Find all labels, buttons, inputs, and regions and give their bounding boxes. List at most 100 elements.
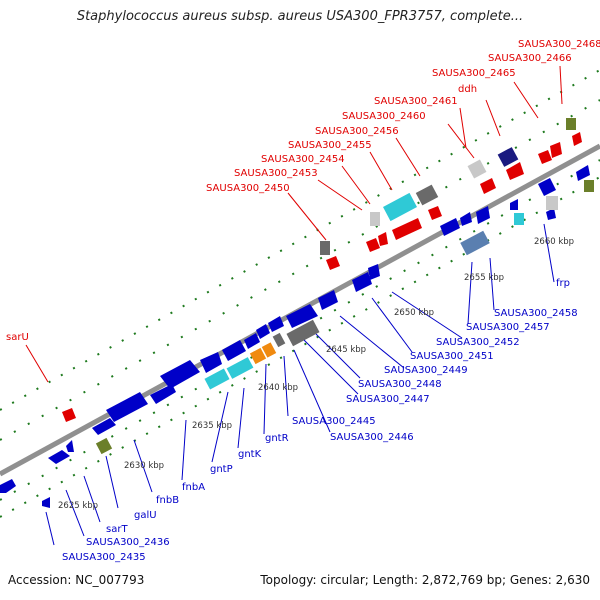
gene-arrow bbox=[538, 150, 552, 164]
gene-label: sarU bbox=[6, 332, 29, 343]
gene-label: galU bbox=[134, 510, 157, 521]
cyan-box bbox=[204, 368, 230, 390]
gene-arrow bbox=[368, 264, 380, 280]
gene-arrow bbox=[546, 208, 556, 220]
red-genes[interactable] bbox=[62, 132, 582, 422]
gene-arrow bbox=[510, 199, 518, 210]
forward-genes[interactable] bbox=[0, 165, 590, 493]
outer-dotted-track bbox=[0, 69, 600, 518]
bottom-gene-labels[interactable]: SAUSA300_2435 SAUSA300_2436 sarT galU fn… bbox=[62, 278, 578, 563]
gray-box bbox=[286, 319, 320, 347]
gene-label: SAUSA300_2468 bbox=[518, 39, 600, 50]
gene-label: SAUSA300_2451 bbox=[410, 351, 494, 362]
gene-arrow bbox=[0, 479, 16, 493]
gene-arrow bbox=[256, 324, 270, 339]
top-connectors bbox=[25, 65, 563, 383]
gene-label: SAUSA300_2457 bbox=[466, 322, 550, 333]
gene-label: fnbA bbox=[182, 482, 205, 493]
kbp-label: 2650 kbp bbox=[394, 308, 434, 318]
topology-text: Topology: circular; Length: 2,872,769 bp… bbox=[260, 573, 590, 587]
gene-label: SAUSA300_2446 bbox=[330, 432, 414, 443]
gene-arrow bbox=[150, 384, 176, 404]
gene-label: SAUSA300_2458 bbox=[494, 308, 578, 319]
gene-label: SAUSA300_2452 bbox=[436, 337, 520, 348]
gene-arrow bbox=[160, 360, 200, 389]
gene-label: SAUSA300_2445 bbox=[292, 416, 376, 427]
gene-label: SAUSA300_2460 bbox=[342, 111, 426, 122]
kbp-ruler: 2625 kbp 2630 kbp 2635 kbp 2640 kbp 2645… bbox=[58, 237, 574, 511]
gene-label: gntR bbox=[265, 433, 289, 444]
gene-arrow bbox=[268, 316, 284, 332]
reverse-genes[interactable] bbox=[42, 199, 556, 508]
gene-arrow bbox=[550, 142, 562, 158]
gene-arrow bbox=[576, 165, 590, 181]
feature-boxes[interactable] bbox=[95, 118, 594, 455]
gene-arrow bbox=[106, 392, 148, 422]
kbp-label: 2655 kbp bbox=[464, 273, 504, 283]
gene-arrow bbox=[392, 218, 422, 240]
outer-track-top bbox=[0, 69, 600, 411]
gene-arrow bbox=[286, 304, 318, 328]
kbp-label: 2625 kbp bbox=[58, 501, 98, 511]
kbp-label: 2660 kbp bbox=[534, 237, 574, 247]
steel-box bbox=[460, 230, 490, 256]
navy-box bbox=[497, 147, 519, 167]
gene-arrow bbox=[366, 238, 380, 252]
gene-label: SAUSA300_2456 bbox=[315, 126, 399, 137]
gene-arrow bbox=[62, 408, 76, 422]
gene-label: SAUSA300_2466 bbox=[488, 53, 572, 64]
gene-arrow bbox=[378, 232, 388, 246]
accession-text: Accession: NC_007793 bbox=[8, 573, 145, 587]
gene-arrow bbox=[48, 450, 70, 464]
gene-arrow bbox=[222, 340, 246, 361]
bottom-connectors bbox=[45, 223, 555, 546]
gene-arrow bbox=[318, 290, 338, 310]
kbp-label: 2645 kbp bbox=[326, 345, 366, 355]
gene-label: SAUSA300_2447 bbox=[346, 394, 430, 405]
outer-track-bottom bbox=[0, 176, 600, 518]
gene-label: SAUSA300_2450 bbox=[206, 183, 290, 194]
gene-label: SAUSA300_2449 bbox=[384, 365, 468, 376]
gene-arrow bbox=[460, 212, 472, 226]
map-title: Staphylococcus aureus subsp. aureus USA3… bbox=[76, 9, 524, 24]
kbp-label: 2640 kbp bbox=[258, 383, 298, 393]
gene-arrow bbox=[326, 256, 340, 270]
gene-label: SAUSA300_2436 bbox=[86, 537, 170, 548]
gene-label: fnbB bbox=[156, 495, 179, 506]
gene-arrow bbox=[428, 206, 442, 220]
gene-arrow bbox=[480, 178, 496, 194]
gene-label: SAUSA300_2461 bbox=[374, 96, 458, 107]
gene-arrow bbox=[352, 272, 372, 292]
cyan-box bbox=[383, 192, 417, 222]
olive-box bbox=[584, 180, 594, 192]
gene-label: SAUSA300_2448 bbox=[358, 379, 442, 390]
light-gray-box bbox=[467, 159, 487, 179]
gene-label: frp bbox=[556, 278, 570, 289]
gene-label: SAUSA300_2435 bbox=[62, 552, 146, 563]
gene-arrow bbox=[572, 132, 582, 146]
gene-label: SAUSA300_2465 bbox=[432, 68, 516, 79]
gene-arrow bbox=[66, 440, 74, 452]
gene-arrow bbox=[42, 497, 50, 508]
cyan-box bbox=[514, 213, 524, 225]
cyan-box bbox=[226, 357, 254, 379]
light-gray-box bbox=[370, 212, 380, 226]
gene-label: SAUSA300_2453 bbox=[234, 168, 318, 179]
dark-gray-box bbox=[320, 241, 330, 255]
gene-label: gntP bbox=[210, 464, 233, 475]
gene-arrow bbox=[440, 218, 460, 236]
gene-arrow bbox=[200, 352, 222, 373]
orange-box bbox=[261, 342, 277, 358]
gene-arrow bbox=[506, 162, 524, 180]
gene-label: SAUSA300_2455 bbox=[288, 140, 372, 151]
gene-label: sarT bbox=[106, 524, 128, 535]
light-gray-box bbox=[546, 196, 558, 210]
gene-arrow bbox=[538, 178, 556, 196]
gene-arrow bbox=[476, 206, 490, 224]
top-gene-labels[interactable]: sarU SAUSA300_2450 SAUSA300_2453 SAUSA30… bbox=[6, 39, 600, 343]
gene-label: ddh bbox=[458, 84, 477, 95]
olive-box bbox=[95, 437, 113, 455]
gene-arrow bbox=[244, 333, 260, 349]
orange-box bbox=[249, 347, 267, 365]
